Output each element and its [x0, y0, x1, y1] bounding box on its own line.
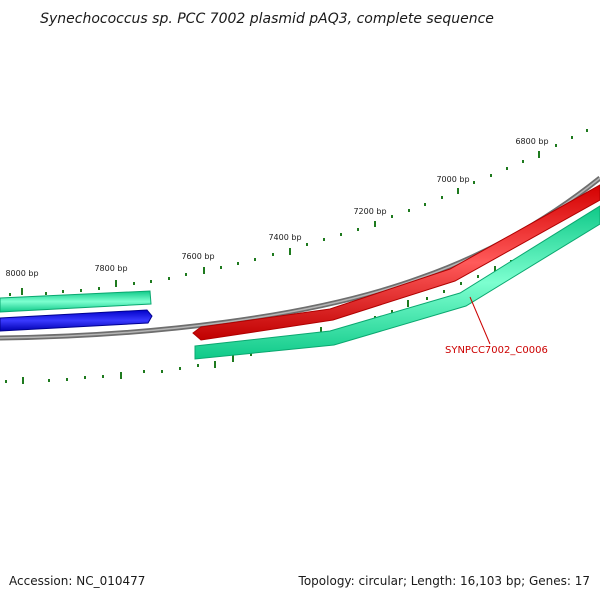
map-title: Synechococcus sp. PCC 7002 plasmid pAQ3,… [40, 11, 494, 27]
accession-text: Accession: NC_010477 [9, 574, 145, 588]
tick-label-7800: 7800 bp [94, 264, 127, 273]
tick-label-7600: 7600 bp [181, 252, 214, 261]
gene-label-leader [469, 296, 491, 345]
tick-label-7400: 7400 bp [268, 233, 301, 242]
cds-track-right[interactable] [194, 205, 600, 360]
ruler-labels: 6800 bp 7000 bp 7200 bp 7400 bp 7600 bp … [5, 137, 548, 278]
ruler-outer [9, 129, 588, 296]
summary-text: Topology: circular; Length: 16,103 bp; G… [298, 574, 590, 588]
ruler-inner [5, 219, 592, 384]
tick-label-7200: 7200 bp [353, 207, 386, 216]
tick-label-6800: 6800 bp [515, 137, 548, 146]
gene-left-blue[interactable] [0, 309, 153, 332]
gene-synpcc7002-c0006[interactable] [192, 184, 600, 341]
gene-label[interactable]: SYNPCC7002_C0006 [445, 345, 548, 356]
tick-label-7000: 7000 bp [436, 175, 469, 184]
tick-label-8000: 8000 bp [5, 269, 38, 278]
cds-track-left[interactable] [0, 290, 152, 313]
